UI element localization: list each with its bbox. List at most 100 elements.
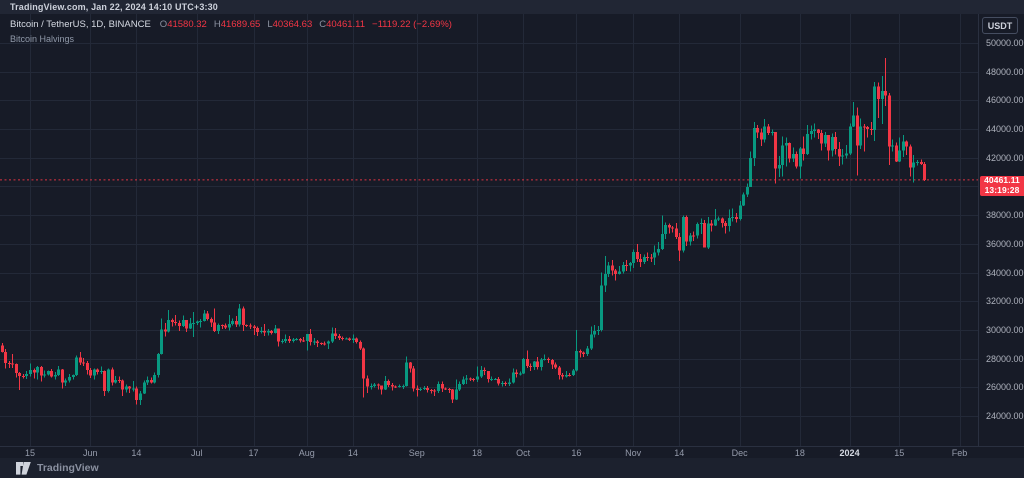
candle-body[interactable]: [238, 308, 241, 325]
candle-body[interactable]: [760, 132, 763, 140]
candle-body[interactable]: [448, 388, 451, 390]
candle-body[interactable]: [185, 320, 188, 329]
candle-body[interactable]: [909, 146, 912, 168]
candle-body[interactable]: [501, 383, 504, 385]
candle-body[interactable]: [57, 369, 60, 376]
candle-body[interactable]: [64, 380, 67, 383]
candle-body[interactable]: [739, 205, 742, 220]
candle-body[interactable]: [121, 380, 124, 390]
candle-body[interactable]: [714, 219, 717, 226]
candle-body[interactable]: [558, 367, 561, 375]
candle-body[interactable]: [334, 333, 337, 336]
candle-body[interactable]: [597, 330, 600, 332]
candle-body[interactable]: [235, 321, 238, 325]
candle-body[interactable]: [384, 381, 387, 390]
candle-body[interactable]: [213, 322, 216, 332]
candle-body[interactable]: [444, 388, 447, 390]
candle-body[interactable]: [643, 257, 646, 263]
candle-body[interactable]: [834, 137, 837, 150]
candle-body[interactable]: [813, 129, 816, 132]
candle-body[interactable]: [831, 137, 834, 151]
candle-body[interactable]: [355, 338, 358, 342]
candle-body[interactable]: [512, 372, 515, 383]
candle-body[interactable]: [753, 128, 756, 159]
candle-body[interactable]: [441, 383, 444, 389]
candle-body[interactable]: [664, 225, 667, 234]
candle-body[interactable]: [792, 153, 795, 159]
candle-body[interactable]: [593, 331, 596, 335]
candle-body[interactable]: [508, 382, 511, 385]
candle-body[interactable]: [543, 359, 546, 361]
candle-body[interactable]: [582, 352, 585, 354]
candle-body[interactable]: [845, 153, 848, 156]
candle-body[interactable]: [196, 321, 199, 324]
candle-body[interactable]: [139, 393, 142, 400]
candle-body[interactable]: [47, 371, 50, 375]
candle-body[interactable]: [692, 235, 695, 237]
candle-body[interactable]: [657, 248, 660, 253]
candle-body[interactable]: [394, 386, 397, 388]
candle-body[interactable]: [572, 370, 575, 375]
candle-body[interactable]: [586, 348, 589, 354]
candle-body[interactable]: [767, 126, 770, 134]
price-axis[interactable]: USDT 40461.11 13:19:28 50000.00 48000.00 4…: [978, 14, 1024, 446]
candle-body[interactable]: [568, 374, 571, 376]
candle-body[interactable]: [455, 389, 458, 400]
candle-body[interactable]: [370, 385, 373, 387]
candle-body[interactable]: [849, 126, 852, 154]
candle-body[interactable]: [160, 329, 163, 354]
candle-body[interactable]: [881, 91, 884, 99]
candle-body[interactable]: [86, 362, 89, 370]
candle-body[interactable]: [135, 388, 138, 400]
candle-body[interactable]: [827, 135, 830, 151]
candle-body[interactable]: [82, 362, 85, 364]
candle-body[interactable]: [89, 369, 92, 376]
candle-body[interactable]: [416, 388, 419, 391]
candle-body[interactable]: [551, 359, 554, 365]
candle-body[interactable]: [494, 378, 497, 380]
candle-body[interactable]: [359, 341, 362, 349]
candle-body[interactable]: [717, 218, 720, 220]
candle-body[interactable]: [916, 162, 919, 164]
candle-body[interactable]: [331, 333, 334, 342]
candle-body[interactable]: [820, 133, 823, 144]
candle-body[interactable]: [618, 271, 621, 274]
candle-body[interactable]: [132, 388, 135, 390]
candle-body[interactable]: [313, 341, 316, 343]
candle-body[interactable]: [320, 343, 323, 345]
currency-badge[interactable]: USDT: [982, 17, 1018, 34]
candle-body[interactable]: [487, 371, 490, 380]
candle-body[interactable]: [565, 374, 568, 377]
candle-body[interactable]: [685, 216, 688, 242]
candle-body[interactable]: [824, 135, 827, 144]
candle-body[interactable]: [519, 373, 522, 375]
candle-body[interactable]: [426, 387, 429, 391]
candle-body[interactable]: [795, 153, 798, 167]
candle-body[interactable]: [15, 364, 18, 374]
candle-body[interactable]: [710, 223, 713, 226]
candle-body[interactable]: [33, 370, 36, 373]
candle-body[interactable]: [856, 115, 859, 146]
candle-body[interactable]: [877, 86, 880, 99]
candle-body[interactable]: [724, 223, 727, 227]
candle-body[interactable]: [636, 251, 639, 260]
candle-body[interactable]: [646, 257, 649, 259]
candle-body[interactable]: [625, 264, 628, 266]
candle-body[interactable]: [607, 265, 610, 274]
candle-body[interactable]: [611, 265, 614, 271]
candle-body[interactable]: [256, 327, 259, 332]
candle-body[interactable]: [629, 263, 632, 266]
candle-body[interactable]: [398, 386, 401, 388]
candle-body[interactable]: [157, 353, 160, 376]
candle-body[interactable]: [870, 129, 873, 131]
candle-body[interactable]: [217, 325, 220, 332]
candle-body[interactable]: [260, 331, 263, 333]
candle-body[interactable]: [146, 379, 149, 383]
candlestick-chart[interactable]: [0, 0, 978, 446]
candle-body[interactable]: [912, 162, 915, 168]
candle-body[interactable]: [100, 371, 103, 373]
candle-body[interactable]: [263, 331, 266, 333]
candle-body[interactable]: [111, 369, 114, 383]
time-axis[interactable]: 15 Jun 14 Jul 17 Aug 14 Sep 18 Oct 16 Nov 14 Dec 18 202…: [0, 446, 1024, 458]
candle-body[interactable]: [905, 141, 908, 147]
